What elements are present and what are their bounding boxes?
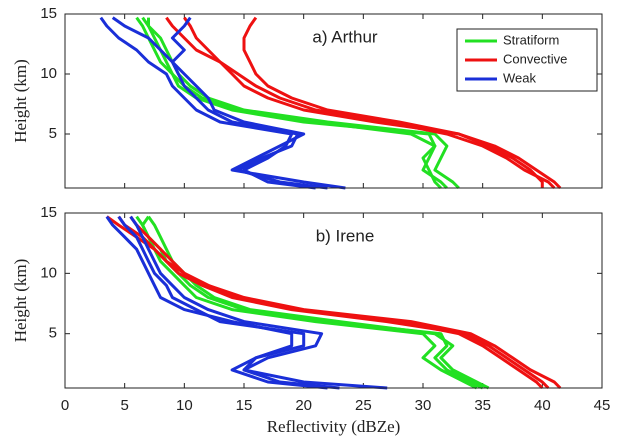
plot-frame: [64, 212, 603, 389]
x-tick-label: 35: [474, 397, 491, 414]
x-tick-label: 45: [594, 397, 611, 414]
legend-label: Weak: [503, 70, 536, 85]
profile-line: [147, 215, 490, 390]
profile-line: [111, 16, 346, 190]
profile-line: [129, 215, 544, 390]
legend-label: Stratiform: [503, 32, 559, 47]
y-tick-label: 5: [49, 325, 57, 342]
x-tick-label: 5: [120, 397, 128, 414]
profile-line: [242, 16, 562, 190]
y-tick-label: 15: [40, 5, 57, 22]
x-tick-label: 40: [534, 397, 551, 414]
y-tick-label: 10: [40, 264, 57, 281]
y-tick-label: 5: [49, 125, 57, 142]
y-tick-label: 15: [40, 204, 57, 221]
panel-title: a) Arthur: [312, 27, 378, 46]
profile-line: [170, 16, 328, 190]
x-tick-label: 25: [355, 397, 372, 414]
y-tick-label: 10: [40, 65, 57, 82]
profile-line: [183, 16, 544, 188]
profile-line: [129, 215, 340, 390]
profile-line: [135, 16, 442, 190]
x-tick-label: 20: [295, 397, 312, 414]
x-axis-label: Reflectivity (dBZe): [267, 417, 401, 436]
profile-line: [141, 16, 460, 190]
x-tick-label: 30: [415, 397, 432, 414]
profile-line: [117, 215, 328, 390]
profile-line: [99, 16, 316, 190]
legend-label: Convective: [503, 51, 567, 66]
panel-title: b) Irene: [316, 226, 375, 245]
x-tick-label: 0: [61, 397, 69, 414]
x-tick-label: 15: [236, 397, 253, 414]
profile-line: [165, 16, 556, 190]
x-tick-label: 10: [176, 397, 193, 414]
profile-line: [105, 215, 388, 390]
profile-line: [141, 215, 478, 390]
y-axis-label: Height (km): [11, 259, 30, 343]
y-axis-label: Height (km): [11, 59, 30, 143]
plot-frame: [64, 13, 603, 189]
